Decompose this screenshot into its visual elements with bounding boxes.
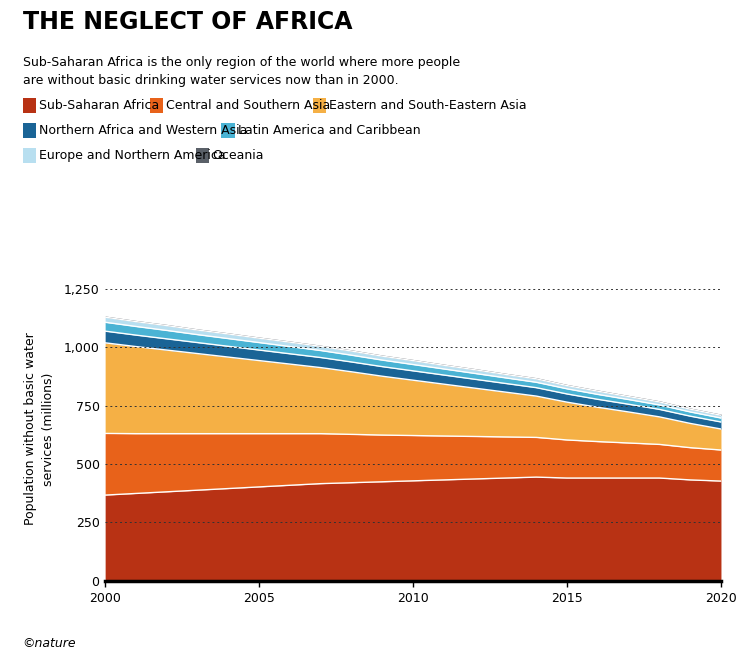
- Text: Oceania: Oceania: [213, 149, 264, 162]
- Text: THE NEGLECT OF AFRICA: THE NEGLECT OF AFRICA: [23, 10, 352, 34]
- Text: Europe and Northern America: Europe and Northern America: [39, 149, 226, 162]
- Text: Sub-Saharan Africa is the only region of the world where more people
are without: Sub-Saharan Africa is the only region of…: [23, 56, 460, 87]
- Text: ©nature: ©nature: [23, 637, 76, 650]
- Text: Central and Southern Asia: Central and Southern Asia: [166, 99, 330, 112]
- Text: Sub-Saharan Africa: Sub-Saharan Africa: [39, 99, 159, 112]
- Text: Eastern and South-Eastern Asia: Eastern and South-Eastern Asia: [329, 99, 527, 112]
- Text: Northern Africa and Western Asia: Northern Africa and Western Asia: [39, 124, 247, 137]
- Text: Latin America and Caribbean: Latin America and Caribbean: [238, 124, 421, 137]
- Y-axis label: Population without basic water
services (millions): Population without basic water services …: [24, 333, 56, 525]
